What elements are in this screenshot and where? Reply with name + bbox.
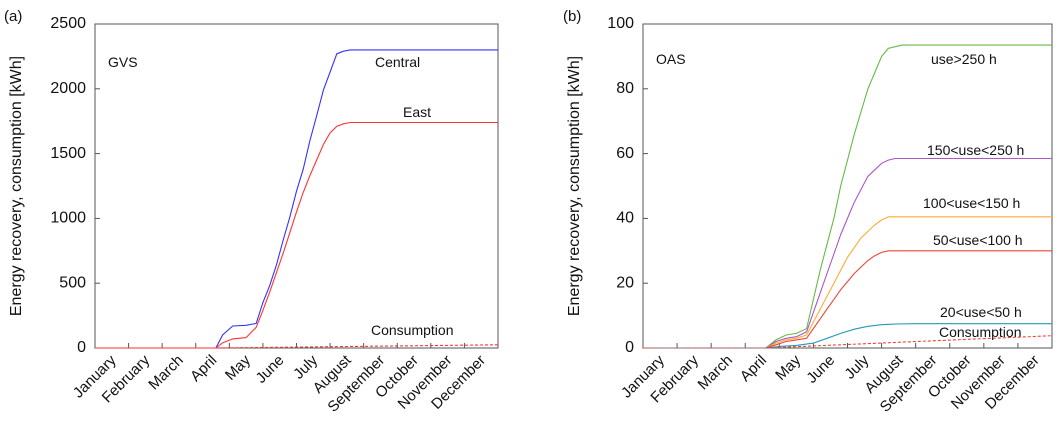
panel-b-annotation-50-100: 50<use<100 h (933, 232, 1023, 248)
panel-b-annotation-150-250: 150<use<250 h (927, 142, 1024, 158)
y-tick-label: 2500 (50, 15, 86, 32)
y-tick-label: 2000 (50, 80, 86, 97)
x-tick-label: June (803, 352, 838, 387)
y-tick-label: 60 (616, 145, 634, 162)
y-tick-label: 1000 (50, 210, 86, 227)
series-line-central (95, 50, 498, 348)
x-tick-label: June (253, 352, 288, 387)
panel-a-y-axis-title: Energy recovery, consumption [kWh] (8, 56, 25, 316)
x-tick-label: March (145, 352, 186, 393)
panel-b: (b) Energy recovery, consumption [kWh] O… (563, 8, 1052, 416)
x-tick-label: May (772, 351, 804, 383)
y-tick-label: 0 (77, 339, 86, 356)
panel-b-y-ticks: 0 20 40 60 80 100 (607, 15, 648, 356)
panel-b-plot-frame (643, 24, 1052, 348)
y-tick-label: 500 (59, 274, 86, 291)
panel-a-plot-frame (95, 24, 498, 348)
x-tick-label: April (737, 352, 770, 385)
y-tick-label: 1500 (50, 145, 86, 162)
y-tick-label: 20 (616, 274, 634, 291)
panel-b-annotation-100-150: 100<use<150 h (923, 195, 1020, 211)
panel-b-title: OAS (656, 51, 686, 67)
panel-a-annotation-consumption: Consumption (371, 322, 454, 338)
y-tick-label: 40 (616, 210, 634, 227)
series-line-east (95, 123, 498, 349)
panel-a-title: GVS (108, 54, 138, 70)
panel-a-y-ticks: 0 500 1000 1500 2000 2500 (50, 15, 100, 356)
panel-b-annotation-20-50: 20<use<50 h (940, 304, 1022, 320)
y-tick-label: 80 (616, 80, 634, 97)
x-tick-label: March (695, 352, 736, 393)
panel-b-annotation-use-gt-250: use>250 h (931, 51, 997, 67)
y-tick-label: 100 (607, 15, 634, 32)
panel-a-annotation-central: Central (375, 54, 420, 70)
y-tick-label: 0 (625, 339, 634, 356)
panel-b-y-axis-title: Energy recovery, consumption [kWh] (566, 56, 583, 316)
panel-a-annotation-east: East (403, 104, 431, 120)
x-tick-label: April (187, 352, 220, 385)
panel-a-label: (a) (4, 8, 22, 25)
panel-a: (a) Energy recovery, consumption [kWh] G… (4, 8, 498, 416)
panel-b-label: (b) (563, 8, 581, 25)
panel-a-series (95, 50, 498, 348)
x-tick-label: May (222, 351, 254, 383)
